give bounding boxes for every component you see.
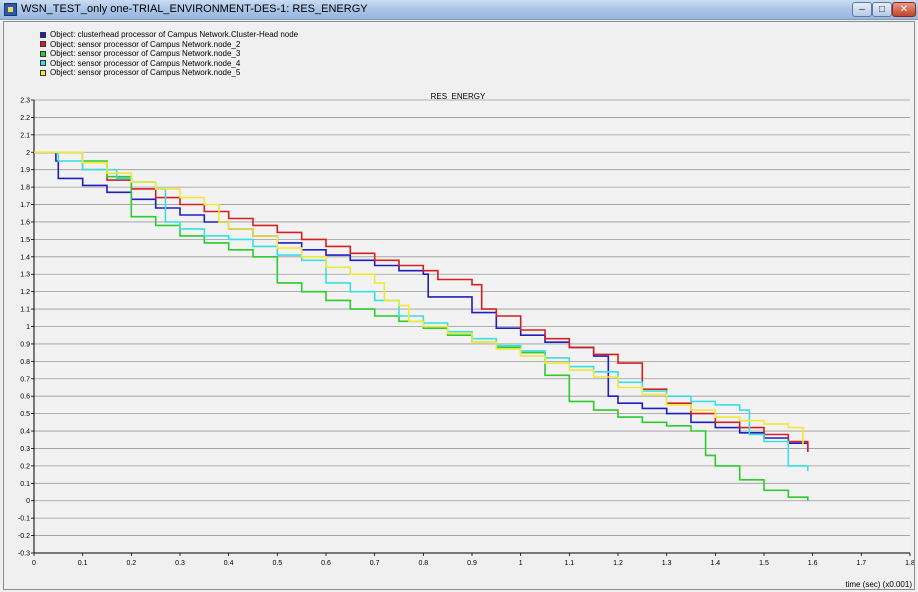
legend-item: Object: sensor processor of Campus Netwo…: [40, 49, 298, 59]
y-tick-label: -0.3: [18, 551, 30, 558]
y-tick-label: 1: [26, 324, 30, 331]
x-axis-label: time (sec) (x0.001): [845, 580, 912, 589]
x-tick-label: 0.1: [78, 560, 88, 567]
x-tick-label: 0: [32, 560, 36, 567]
x-tick-label: 0.3: [175, 560, 185, 567]
plot-area: -0.3 -0.2 -0.1 0 0.1 0.2 0.3 0.4 0.5 0.6 0.7 0.8 0.9…: [18, 98, 915, 568]
x-tick-label: 1.6: [808, 560, 818, 567]
x-tick-label: 0.9: [467, 560, 477, 567]
legend-swatch-icon: [40, 60, 46, 67]
y-tick-label: 1.4: [20, 254, 30, 261]
close-button[interactable]: ✕: [892, 2, 916, 17]
y-tick-label: 1.8: [20, 185, 30, 192]
y-tick-label: 1.5: [20, 237, 30, 244]
y-tick-label: 0: [26, 498, 30, 505]
chart-title: RES_ENERGY: [431, 92, 486, 101]
y-tick-label: 2.1: [20, 132, 30, 139]
y-tick-label: 0.3: [20, 446, 30, 453]
window-title: WSN_TEST_only one-TRIAL_ENVIRONMENT-DES-…: [21, 3, 368, 15]
series-line-1: [34, 151, 809, 452]
maximize-button[interactable]: □: [872, 2, 892, 17]
chart-legend: Object: clusterhead processor of Campus …: [40, 30, 298, 78]
y-tick-label: -0.1: [18, 516, 30, 523]
x-tick-label: 0.4: [224, 560, 234, 567]
y-tick-label: 0.8: [20, 359, 30, 366]
legend-label: Object: clusterhead processor of Campus …: [50, 30, 299, 39]
x-tick-label: 1: [519, 560, 523, 567]
y-tick-label: -0.2: [18, 533, 30, 540]
x-tick-label: 0.7: [370, 560, 380, 567]
legend-item: Object: clusterhead processor of Campus …: [40, 30, 298, 40]
legend-swatch-icon: [40, 41, 46, 48]
y-tick-label: 1.2: [20, 289, 30, 296]
y-tick-label: 1.3: [20, 272, 30, 279]
x-tick-label: 0.5: [272, 560, 282, 567]
y-tick-label: 0.7: [20, 376, 30, 383]
y-tick-label: 1.7: [20, 202, 30, 209]
y-tick-label: 0.4: [20, 429, 30, 436]
x-tick-label: 1.2: [613, 560, 623, 567]
x-tick-label: 1.1: [564, 560, 574, 567]
x-tick-label: 1.5: [759, 560, 769, 567]
x-tick-label: 0.2: [126, 560, 136, 567]
y-tick-label: 0.2: [20, 463, 30, 470]
legend-label: Object: sensor processor of Campus Netwo…: [50, 39, 241, 49]
y-tick-label: 1.6: [20, 219, 30, 226]
series-line-3: [34, 151, 809, 501]
x-tick-label: 1.7: [856, 560, 866, 567]
y-tick-label: 0.6: [20, 394, 30, 401]
y-tick-label: 1.1: [20, 307, 30, 314]
legend-label: Object: sensor processor of Campus Netwo…: [50, 49, 241, 58]
x-tick-label: 1.4: [710, 560, 720, 567]
x-tick-label: 0.6: [321, 560, 331, 567]
series-line-5: [34, 151, 804, 445]
legend-item: Object: sensor processor of Campus Netwo…: [40, 40, 298, 50]
legend-swatch-icon: [40, 50, 46, 57]
y-tick-label: 2.3: [20, 98, 30, 105]
window-titlebar: WSN_TEST_only one-TRIAL_ENVIRONMENT-DES-…: [0, 0, 918, 20]
legend-swatch-icon: [40, 31, 46, 38]
legend-item: Object: sensor processor of Campus Netwo…: [40, 68, 298, 78]
y-tick-label: 0.1: [20, 481, 30, 488]
legend-swatch-icon: [40, 69, 46, 76]
x-tick-label: 0.8: [418, 560, 428, 567]
legend-item: Object: sensor processor of Campus Netwo…: [40, 59, 298, 69]
x-tick-label: 1.3: [662, 560, 672, 567]
app-icon: [4, 3, 17, 16]
legend-label: Object: sensor processor of Campus Netwo…: [50, 58, 241, 68]
legend-label: Object: sensor processor of Campus Netwo…: [50, 68, 241, 77]
y-tick-label: 2.2: [20, 115, 30, 122]
y-tick-label: 1.9: [20, 167, 30, 174]
minimize-button[interactable]: –: [852, 2, 872, 17]
y-tick-label: 0.5: [20, 411, 30, 418]
y-tick-label: 0.9: [20, 341, 30, 348]
y-tick-label: 2: [26, 150, 30, 157]
x-tick-label: 1.8: [905, 560, 915, 567]
